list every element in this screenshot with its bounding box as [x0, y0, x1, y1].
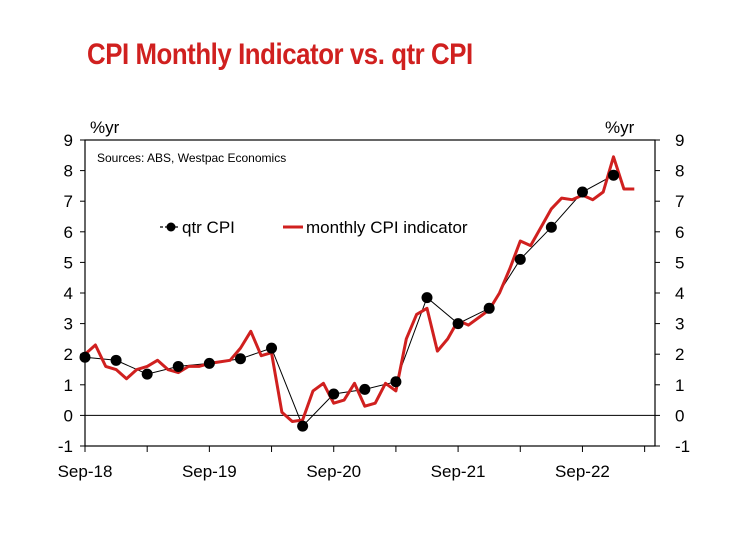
qtr-cpi-point — [297, 420, 309, 432]
plot-border — [84, 139, 656, 447]
series-layer — [79, 155, 635, 432]
qtr-cpi-point — [514, 253, 526, 265]
y-tick-label-right: 4 — [675, 284, 684, 303]
qtr-cpi-point — [110, 354, 122, 366]
y-tick-label-right: 5 — [675, 253, 684, 272]
y-axis-label-left: %yr — [90, 118, 120, 137]
legend: qtr CPI monthly CPI indicator — [160, 218, 468, 237]
y-tick-label-right: 2 — [675, 345, 684, 364]
qtr-cpi-point — [141, 368, 153, 380]
y-tick-label-right: 8 — [675, 162, 684, 181]
qtr-cpi-point — [452, 318, 464, 330]
qtr-cpi-point — [266, 342, 278, 354]
qtr-cpi-point — [421, 292, 433, 304]
y-tick-label-right: 6 — [675, 223, 684, 242]
chart-title: CPI Monthly Indicator vs. qtr CPI — [87, 38, 473, 71]
x-tick-label: Sep-20 — [306, 462, 361, 481]
qtr-cpi-point — [234, 353, 246, 365]
source-note: Sources: ABS, Westpac Economics — [97, 151, 286, 165]
y-tick-label-left: 1 — [64, 376, 73, 395]
y-tick-label-left: 9 — [64, 131, 73, 150]
y-tick-label-right: 7 — [675, 192, 684, 211]
legend-qtr-marker — [166, 222, 176, 232]
y-tick-label-right: 1 — [675, 376, 684, 395]
x-tick-label: Sep-21 — [431, 462, 486, 481]
series-qtr-cpi-line — [84, 174, 614, 428]
qtr-cpi-point — [576, 186, 588, 198]
y-tick-label-left: 6 — [64, 223, 73, 242]
y-tick-label-left: 7 — [64, 192, 73, 211]
legend-monthly-label: monthly CPI indicator — [306, 218, 468, 237]
x-tick-label: Sep-19 — [182, 462, 237, 481]
qtr-cpi-point — [172, 360, 184, 372]
y-tick-label-right: -1 — [675, 437, 690, 456]
qtr-cpi-point — [545, 221, 557, 233]
y-tick-label-left: 8 — [64, 162, 73, 181]
y-tick-label-left: 5 — [64, 253, 73, 272]
plot-frame — [84, 139, 656, 447]
qtr-cpi-point — [390, 376, 402, 388]
y-tick-label-right: 3 — [675, 315, 684, 334]
y-axis-label-right: %yr — [605, 118, 635, 137]
x-tick-label: Sep-22 — [555, 462, 610, 481]
y-tick-label-left: -1 — [58, 437, 73, 456]
y-tick-label-right: 9 — [675, 131, 684, 150]
qtr-cpi-point — [608, 169, 620, 181]
y-tick-label-left: 2 — [64, 345, 73, 364]
legend-qtr-label: qtr CPI — [182, 218, 235, 237]
x-tick-label: Sep-18 — [58, 462, 113, 481]
qtr-cpi-point — [203, 357, 215, 369]
axes: -1 -1 0 0 1 1 2 2 3 3 4 4 5 5 6 6 7 7 8 8 9 9 Sep-18 Sep-19 Sep-… — [58, 131, 691, 481]
qtr-cpi-point — [79, 351, 91, 363]
y-tick-label-left: 0 — [64, 406, 73, 425]
qtr-cpi-point — [359, 383, 371, 395]
series-monthly-cpi-line — [84, 155, 635, 423]
qtr-cpi-point — [328, 388, 340, 400]
y-tick-label-right: 0 — [675, 406, 684, 425]
qtr-cpi-point — [483, 302, 495, 314]
y-tick-label-left: 4 — [64, 284, 73, 303]
y-tick-label-left: 3 — [64, 315, 73, 334]
